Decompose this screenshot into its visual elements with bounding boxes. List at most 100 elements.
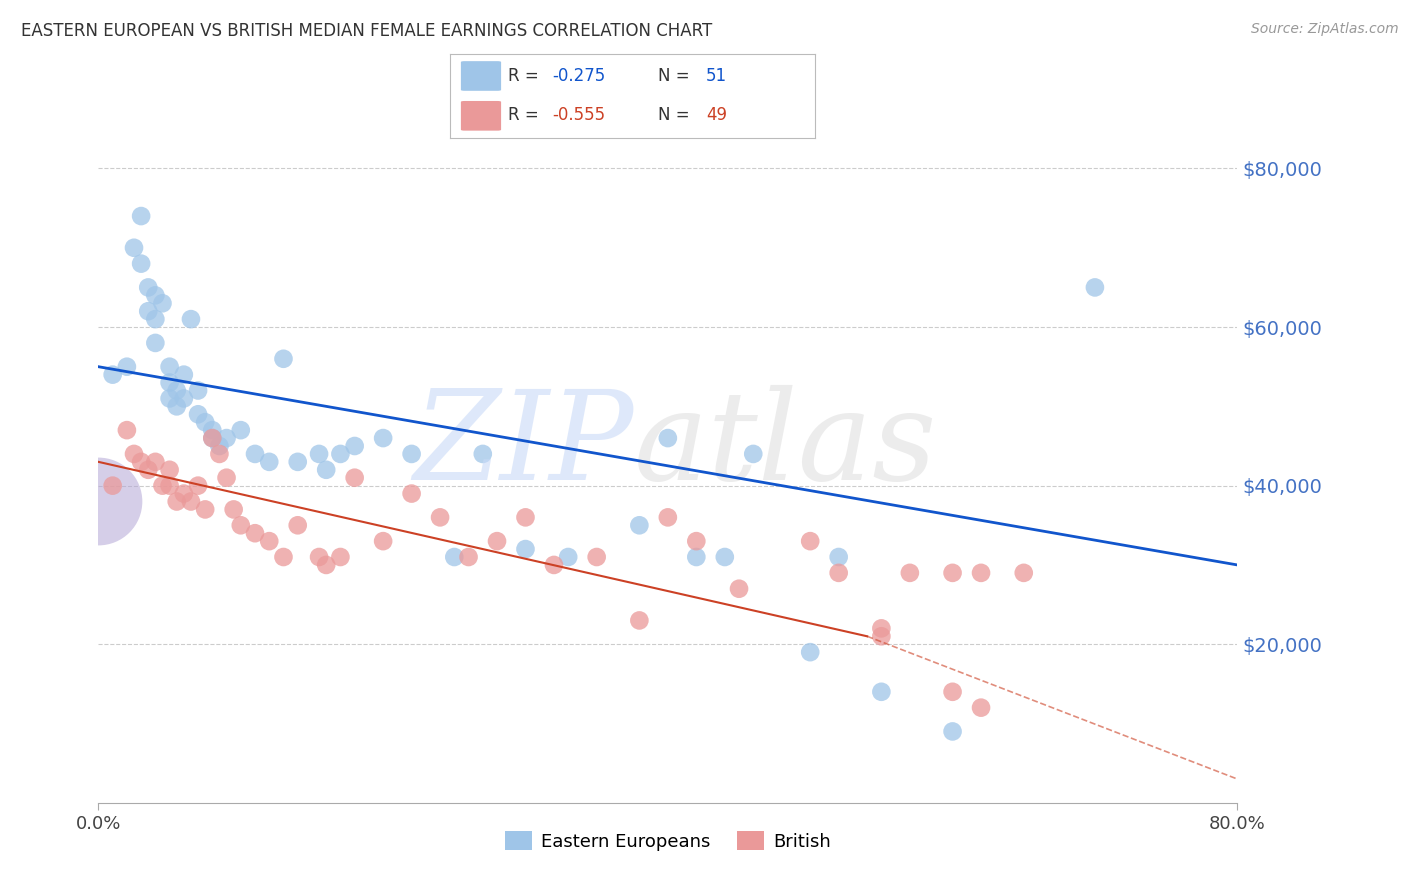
Point — [315, 558, 337, 572]
Point — [122, 241, 145, 255]
Point — [799, 645, 821, 659]
Point — [273, 351, 295, 366]
Point — [208, 447, 231, 461]
Point — [215, 431, 238, 445]
Point — [315, 463, 337, 477]
Point — [329, 447, 352, 461]
Point — [373, 534, 395, 549]
Point — [159, 463, 181, 477]
Point — [180, 494, 202, 508]
Point — [166, 400, 188, 414]
Point — [373, 431, 395, 445]
Point — [429, 510, 451, 524]
Point — [628, 518, 651, 533]
Point — [152, 478, 174, 492]
Point — [159, 392, 181, 406]
Text: 51: 51 — [706, 68, 727, 86]
Point — [1012, 566, 1035, 580]
Point — [129, 455, 152, 469]
Point — [657, 431, 679, 445]
Point — [129, 209, 152, 223]
Point — [243, 447, 266, 461]
Point — [714, 549, 737, 564]
Point — [115, 359, 138, 374]
Point — [828, 566, 851, 580]
Point — [870, 629, 893, 643]
Point — [215, 471, 238, 485]
Point — [329, 549, 352, 564]
Point — [443, 549, 465, 564]
Point — [145, 288, 167, 302]
Point — [308, 447, 330, 461]
Point — [208, 439, 231, 453]
Text: atlas: atlas — [634, 385, 936, 507]
Point — [159, 478, 181, 492]
Point — [308, 549, 330, 564]
Point — [942, 566, 965, 580]
Point — [136, 280, 159, 294]
Point — [457, 549, 479, 564]
Point — [471, 447, 494, 461]
Text: EASTERN EUROPEAN VS BRITISH MEDIAN FEMALE EARNINGS CORRELATION CHART: EASTERN EUROPEAN VS BRITISH MEDIAN FEMAL… — [21, 22, 713, 40]
Point — [799, 534, 821, 549]
Text: -0.555: -0.555 — [553, 106, 606, 124]
Point — [201, 431, 224, 445]
Point — [942, 685, 965, 699]
Text: ZIP: ZIP — [413, 385, 634, 507]
Point — [166, 494, 188, 508]
Point — [173, 486, 195, 500]
Point — [742, 447, 765, 461]
Text: R =: R = — [509, 106, 544, 124]
Point — [129, 257, 152, 271]
Point — [194, 502, 217, 516]
FancyBboxPatch shape — [461, 101, 501, 130]
Legend: Eastern Europeans, British: Eastern Europeans, British — [498, 824, 838, 858]
Point — [152, 296, 174, 310]
Point — [557, 549, 579, 564]
Point — [101, 478, 124, 492]
Point — [685, 549, 707, 564]
Point — [401, 486, 423, 500]
Point — [657, 510, 679, 524]
Point — [243, 526, 266, 541]
Point — [515, 510, 537, 524]
Point — [180, 312, 202, 326]
Point — [728, 582, 751, 596]
Point — [1084, 280, 1107, 294]
Point — [870, 621, 893, 635]
FancyBboxPatch shape — [461, 62, 501, 91]
Point — [87, 494, 110, 508]
Point — [115, 423, 138, 437]
Point — [898, 566, 921, 580]
Point — [287, 455, 309, 469]
Point — [628, 614, 651, 628]
Point — [343, 439, 366, 453]
Point — [685, 534, 707, 549]
Point — [194, 415, 217, 429]
Point — [173, 392, 195, 406]
Point — [122, 447, 145, 461]
Text: N =: N = — [658, 106, 695, 124]
Point — [201, 423, 224, 437]
Point — [273, 549, 295, 564]
Point — [145, 335, 167, 350]
Text: R =: R = — [509, 68, 544, 86]
Point — [970, 566, 993, 580]
Point — [585, 549, 607, 564]
Point — [159, 359, 181, 374]
Point — [942, 724, 965, 739]
Point — [136, 463, 159, 477]
Point — [145, 312, 167, 326]
Point — [159, 376, 181, 390]
Text: N =: N = — [658, 68, 695, 86]
Point — [201, 431, 224, 445]
Point — [828, 549, 851, 564]
Point — [173, 368, 195, 382]
Point — [259, 534, 281, 549]
Point — [187, 384, 209, 398]
Point — [229, 423, 252, 437]
Point — [543, 558, 565, 572]
Point — [343, 471, 366, 485]
Point — [136, 304, 159, 318]
Point — [515, 542, 537, 557]
